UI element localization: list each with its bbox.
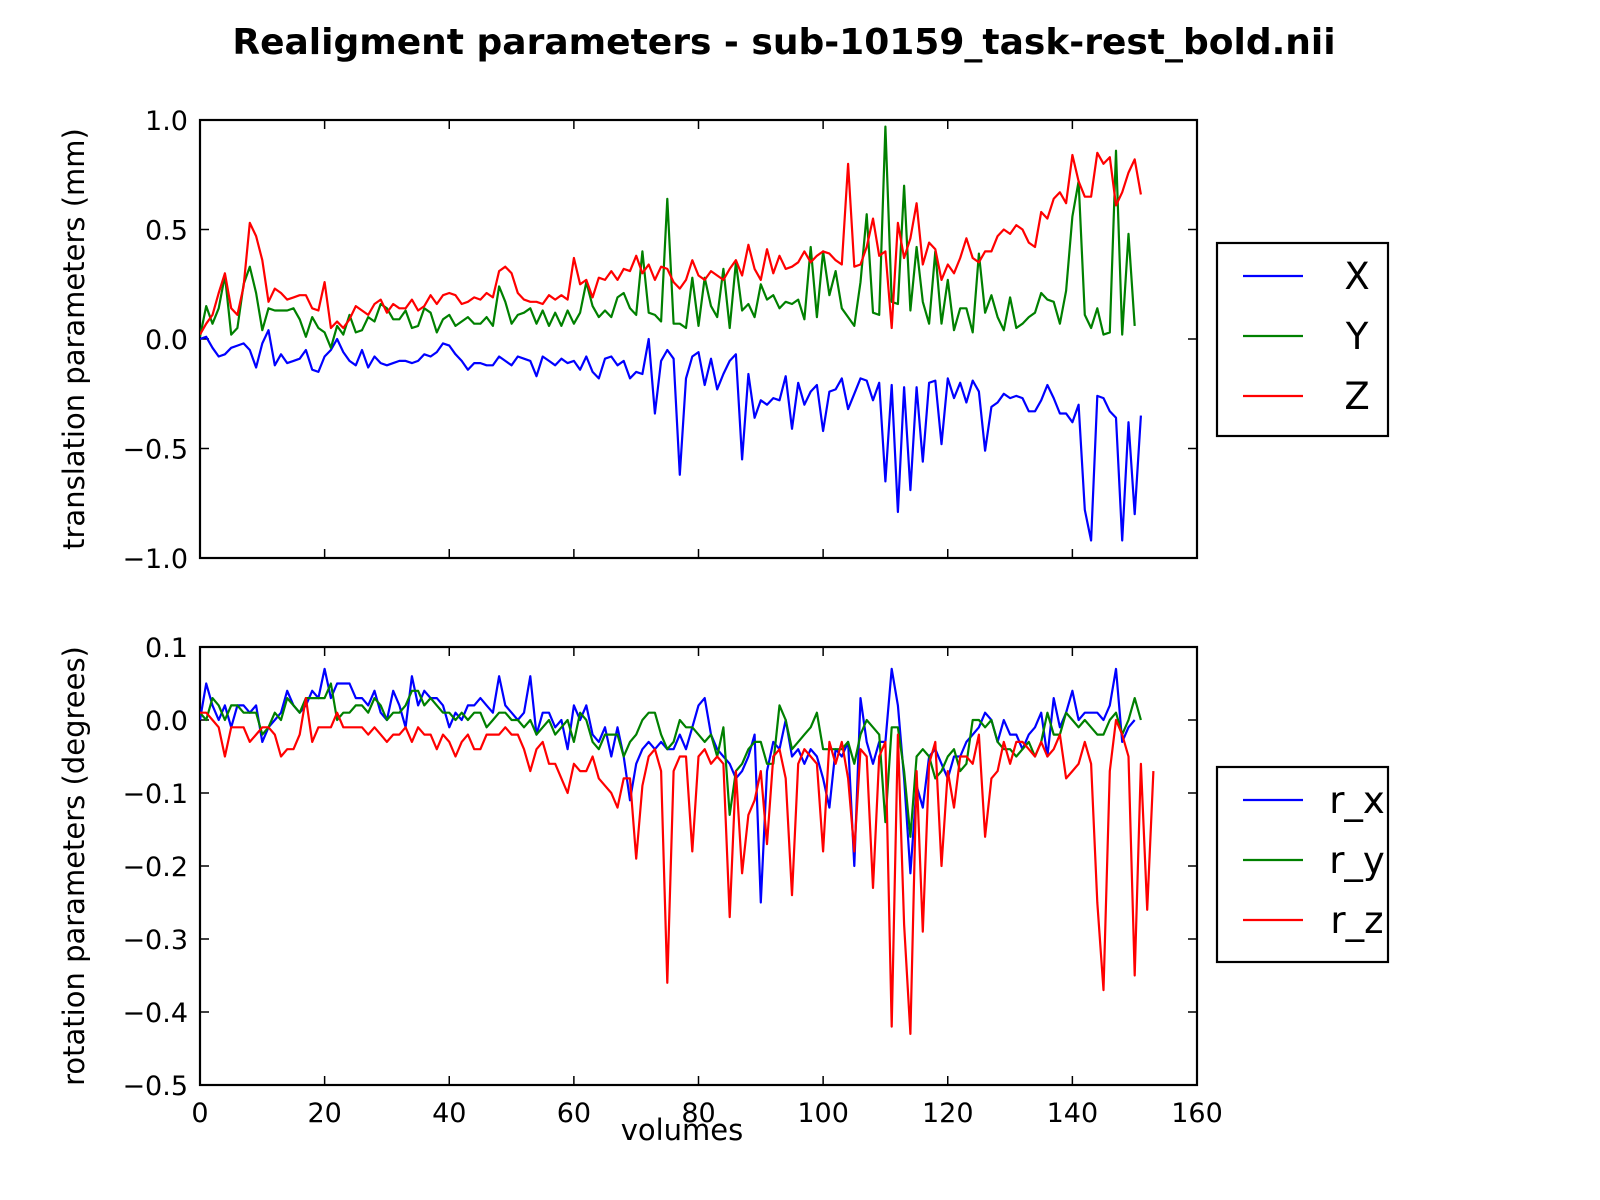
y-axis-label: rotation parameters (degrees) [57, 646, 91, 1086]
y-tick-label: −0.4 [122, 998, 188, 1029]
y-axis-label: translation parameters (mm) [57, 128, 91, 550]
series-line-z [200, 151, 1142, 336]
y-tick-label: −0.2 [122, 852, 188, 883]
y-tick-label: 0.1 [145, 633, 188, 664]
y-tick-label: −0.3 [122, 925, 188, 956]
legend-1: r_x r_y r_z [1215, 765, 1390, 964]
series-line-r-x [200, 667, 1136, 904]
y-tick-label: −0.5 [122, 1071, 188, 1102]
legend-label: r_y [1329, 839, 1385, 882]
legend-label: r_x [1329, 779, 1385, 822]
y-tick-label: 0.0 [145, 706, 188, 737]
legend-label: Y [1345, 315, 1369, 358]
series-line-r-y [200, 682, 1142, 838]
x-tick-label: 80 [681, 1098, 715, 1129]
panel-0-frame [198, 118, 1199, 560]
x-tick-label: 0 [191, 1098, 208, 1129]
chart-title: Realigment parameters - sub-10159_task-r… [232, 22, 1335, 63]
series-line-r-z [200, 696, 1155, 1036]
x-tick-label: 140 [1047, 1098, 1099, 1129]
x-axis-label: volumes [621, 1113, 744, 1147]
x-tick-label: 120 [922, 1098, 974, 1129]
legend-0: XYZ [1215, 241, 1390, 438]
legend-label: Z [1344, 375, 1369, 418]
legend-label: X [1344, 255, 1369, 298]
y-tick-label: 1.0 [145, 106, 188, 137]
y-tick-label: −0.1 [122, 779, 188, 810]
series-line-x [200, 329, 1142, 542]
x-tick-label: 40 [432, 1098, 466, 1129]
y-tick-label: 0.0 [145, 325, 188, 356]
chart-panels: 1.0 0.5 0.0 −0.5 −1.0 translation parameters … [57, 106, 1390, 1129]
y-tick-label: −0.5 [122, 435, 188, 466]
x-tick-label: 60 [557, 1098, 591, 1129]
panel-0-series [200, 125, 1142, 542]
x-tick-label: 20 [307, 1098, 341, 1129]
y-tick-label: 0.5 [145, 216, 188, 247]
x-tick-label: 160 [1171, 1098, 1223, 1129]
y-tick-label: −1.0 [122, 544, 188, 575]
x-tick-label: 100 [797, 1098, 849, 1129]
legend-label: r_z [1330, 899, 1383, 942]
panel-0: 1.0 0.5 0.0 −0.5 −1.0 translation parameters … [57, 106, 1390, 575]
panel-1-series [200, 667, 1155, 1036]
panel-1: 0 20 40 60 80 100 120 140 160 0.1 0.0 −0.1 −0.2 −0.3 −… [57, 633, 1390, 1129]
series-line-y [200, 125, 1136, 349]
